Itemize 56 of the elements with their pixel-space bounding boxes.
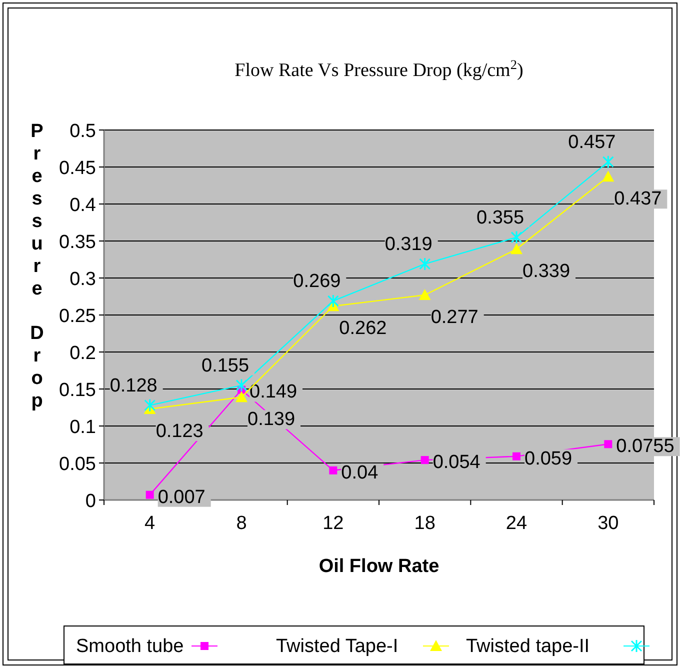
data-label: 0.123 bbox=[156, 420, 204, 442]
point bbox=[418, 289, 431, 300]
point bbox=[144, 398, 156, 412]
data-label: 0.319 bbox=[384, 234, 432, 255]
data-label: 0.277 bbox=[430, 307, 478, 328]
legend-label: Twisted Tape-I bbox=[276, 636, 398, 657]
data-label: 0.139 bbox=[248, 409, 296, 430]
data-label: 0.128 bbox=[110, 375, 158, 396]
point bbox=[329, 466, 338, 474]
data-label: 0.155 bbox=[202, 355, 250, 376]
x-tick-label: 8 bbox=[236, 513, 247, 534]
data-label: 0.437 bbox=[614, 188, 662, 210]
data-label: 0.007 bbox=[158, 486, 206, 508]
point bbox=[510, 243, 522, 254]
x-tick-label: 4 bbox=[144, 513, 156, 534]
data-label: 0.149 bbox=[250, 382, 298, 403]
point bbox=[420, 456, 429, 464]
y-tick-label: 0.1 bbox=[70, 417, 96, 438]
y-tick-label: 0.2 bbox=[70, 343, 96, 364]
x-tick-label: 12 bbox=[322, 513, 344, 534]
data-label: 0.339 bbox=[522, 261, 570, 282]
point bbox=[510, 230, 522, 244]
y-tick-label: 0 bbox=[85, 491, 96, 512]
y-tick-label: 0.3 bbox=[70, 269, 96, 290]
y-tick-label: 0.05 bbox=[59, 454, 96, 475]
x-axis-title: Oil Flow Rate bbox=[318, 556, 440, 577]
data-label: 0.04 bbox=[341, 462, 379, 484]
y-tick-label: 0.15 bbox=[59, 380, 96, 401]
data-label: 0.262 bbox=[339, 318, 387, 340]
y-tick-label: 0.5 bbox=[70, 121, 96, 142]
data-label: 0.355 bbox=[476, 207, 524, 228]
x-tick-label: 30 bbox=[598, 513, 619, 534]
y-tick-label: 0.35 bbox=[59, 232, 96, 253]
y-tick-label: 0.45 bbox=[59, 158, 96, 179]
data-label: 0.457 bbox=[568, 132, 616, 153]
text: Pressure Drop bbox=[30, 121, 44, 412]
x-tick-label: 18 bbox=[414, 513, 436, 534]
data-label: 0.054 bbox=[432, 452, 481, 474]
legend-label: Twisted tape-II bbox=[466, 636, 590, 657]
point bbox=[602, 170, 614, 182]
legend-label: Smooth tube bbox=[76, 636, 184, 657]
data-label: 0.059 bbox=[524, 448, 572, 470]
point bbox=[327, 294, 339, 308]
point bbox=[512, 452, 520, 460]
x-tick-label: 24 bbox=[506, 513, 528, 534]
y-tick-label: 0.25 bbox=[59, 306, 96, 327]
point bbox=[602, 155, 614, 169]
point bbox=[236, 391, 248, 402]
point bbox=[419, 257, 431, 271]
point bbox=[146, 490, 154, 499]
data-label: 0.0755 bbox=[616, 436, 674, 458]
y-tick-label: 0.4 bbox=[70, 195, 96, 216]
data-label: 0.269 bbox=[293, 270, 341, 292]
point bbox=[604, 440, 612, 448]
chart-title: Flow Rate Vs Pressure Drop (kg/cm$^{2}$) bbox=[234, 56, 524, 81]
point bbox=[236, 378, 248, 392]
